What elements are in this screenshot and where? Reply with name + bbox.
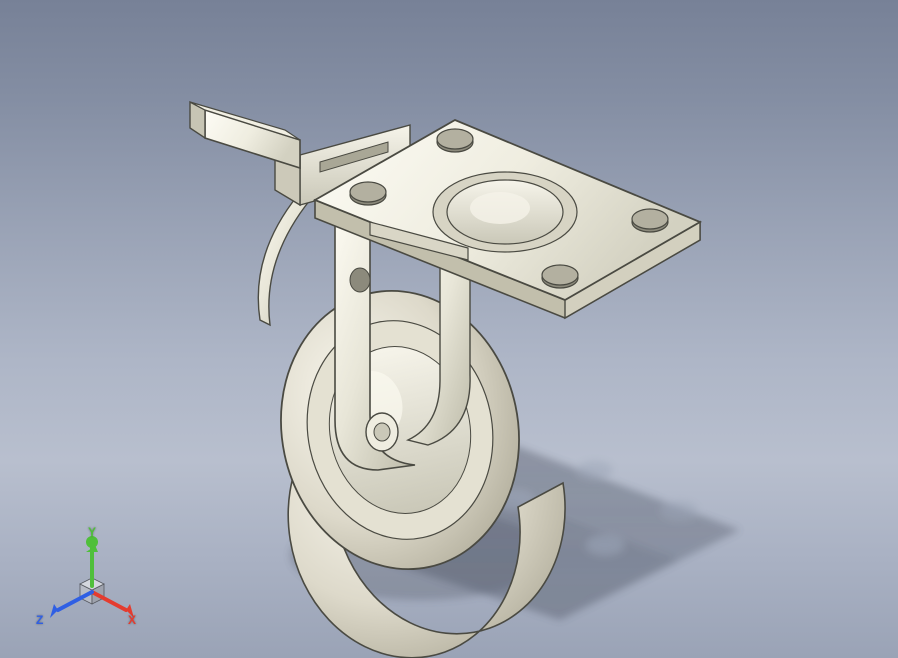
model-scene: [0, 0, 898, 658]
cad-3d-viewport[interactable]: X Y Z: [0, 0, 898, 658]
